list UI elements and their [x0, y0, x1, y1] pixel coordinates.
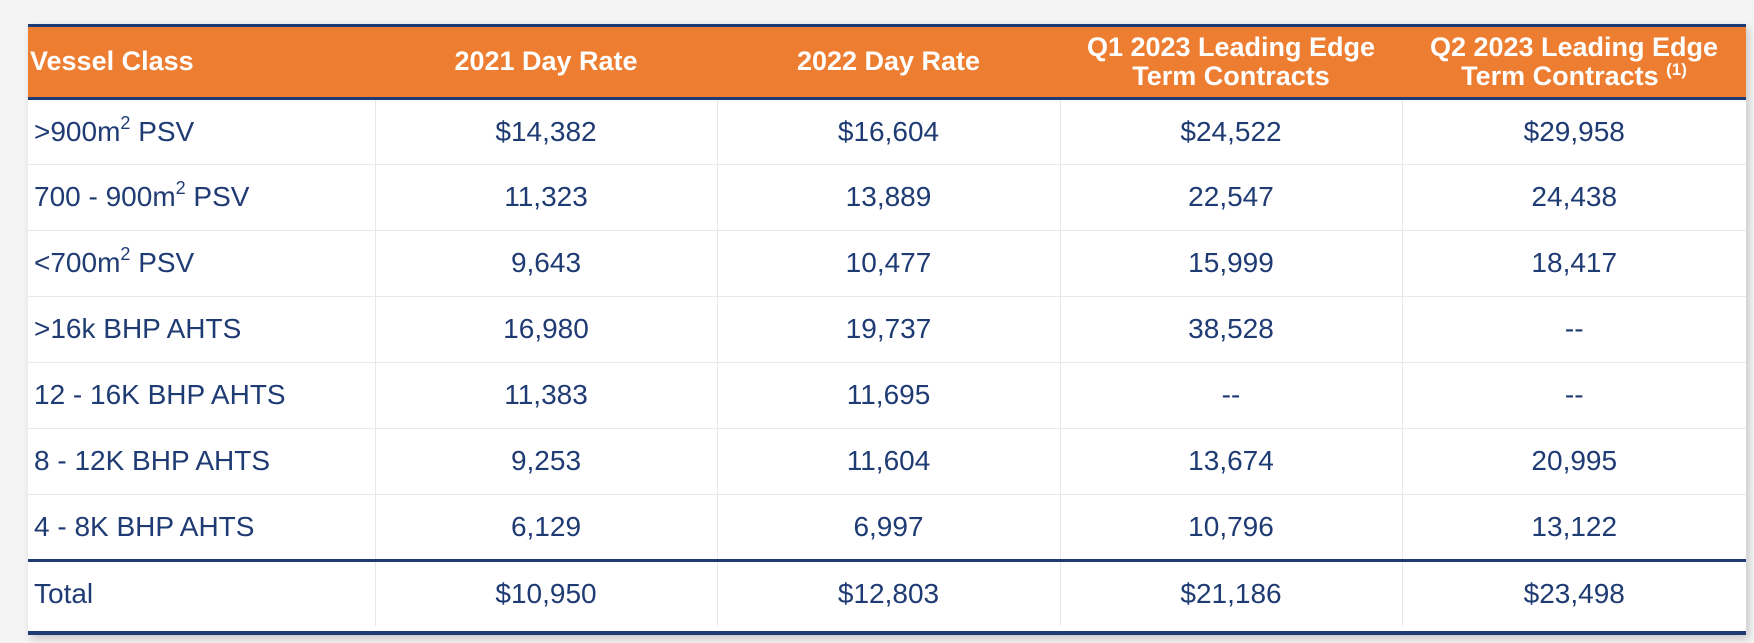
- rate-cell: 6,997: [717, 494, 1061, 561]
- superscript: 2: [175, 178, 186, 198]
- vessel-class-cell: 4 - 8K BHP AHTS: [28, 494, 376, 561]
- rate-cell: 24,438: [1402, 164, 1746, 231]
- header-2021-day-rate: 2021 Day Rate: [375, 27, 717, 100]
- vessel-class-label: 8 - 12K BHP AHTS: [34, 445, 271, 476]
- vessel-class-label: 4 - 8K BHP AHTS: [34, 510, 255, 542]
- vessel-class-cell: 700 - 900m2 PSV: [28, 164, 376, 231]
- vessel-class-suffix: PSV: [185, 181, 250, 212]
- vessel-class-label: >16k BHP AHTS: [34, 313, 242, 344]
- rate-cell: $24,522: [1060, 98, 1403, 165]
- rate-cell: 11,695: [717, 362, 1061, 429]
- vessel-class-label: >900m: [34, 115, 121, 147]
- vessel-class-cell: 8 - 12K BHP AHTS: [28, 428, 376, 495]
- rate-cell: 11,323: [375, 164, 718, 231]
- vessel-class-label: <700m: [34, 247, 121, 278]
- table-row: >900m2 PSV $14,382 $16,604 $24,522 $29,958: [28, 98, 1746, 165]
- table-row: 12 - 16K BHP AHTS 11,383 11,695 -- --: [28, 362, 1746, 429]
- vessel-class-label: 12 - 16K BHP AHTS: [34, 379, 286, 410]
- vessel-class-label: 700 - 900m: [34, 181, 176, 212]
- rate-cell: 20,995: [1402, 428, 1746, 495]
- rate-cell: --: [1402, 362, 1746, 429]
- rate-cell: 9,643: [375, 230, 718, 297]
- rate-cell: --: [1402, 296, 1746, 363]
- table-row: 8 - 12K BHP AHTS 9,253 11,604 13,674 20,995: [28, 428, 1746, 495]
- total-cell: $12,803: [717, 558, 1061, 626]
- rate-cell: 38,528: [1060, 296, 1403, 363]
- rate-cell: 10,477: [717, 230, 1061, 297]
- footnote-marker: (1): [1666, 59, 1687, 79]
- rate-cell: 16,980: [375, 296, 718, 363]
- rate-cell: 11,383: [375, 362, 718, 429]
- header-2022-day-rate: 2022 Day Rate: [717, 27, 1060, 100]
- superscript: 2: [120, 112, 131, 133]
- rate-cell: --: [1060, 362, 1403, 429]
- rate-cell: 18,417: [1402, 230, 1746, 297]
- table-row: 700 - 900m2 PSV 11,323 13,889 22,547 24,438: [28, 164, 1746, 231]
- header-q2-2023: Q2 2023 Leading Edge Term Contracts (1): [1402, 27, 1746, 100]
- total-cell: $21,186: [1060, 558, 1403, 626]
- rate-cell: $14,382: [375, 98, 718, 165]
- rate-cell: 13,122: [1402, 494, 1746, 561]
- rate-cell: 9,253: [375, 428, 718, 495]
- total-cell: $10,950: [375, 558, 718, 626]
- header-vessel-class: Vessel Class: [28, 27, 375, 100]
- rate-cell: $29,958: [1402, 98, 1746, 165]
- total-cell: $23,498: [1402, 558, 1746, 626]
- rate-cell: 13,674: [1060, 428, 1403, 495]
- rate-cell: 15,999: [1060, 230, 1403, 297]
- header-q1-2023: Q1 2023 Leading Edge Term Contracts: [1060, 27, 1402, 100]
- vessel-class-suffix: PSV: [130, 115, 195, 147]
- rate-cell: 13,889: [717, 164, 1061, 231]
- vessel-class-cell: 12 - 16K BHP AHTS: [28, 362, 376, 429]
- vessel-class-cell: <700m2 PSV: [28, 230, 376, 297]
- table-body: >900m2 PSV $14,382 $16,604 $24,522 $29,958 70…: [28, 98, 1746, 561]
- table-footer: Total $10,950 $12,803 $21,186 $23,498: [28, 558, 1746, 626]
- total-label: Total: [28, 558, 376, 626]
- day-rate-table-card: Vessel Class 2021 Day Rate 2022 Day Rate…: [28, 24, 1746, 635]
- total-row: Total $10,950 $12,803 $21,186 $23,498: [28, 558, 1746, 626]
- rate-cell: 6,129: [375, 494, 718, 561]
- rate-cell: $16,604: [717, 98, 1061, 165]
- rate-cell: 22,547: [1060, 164, 1403, 231]
- table-header: Vessel Class 2021 Day Rate 2022 Day Rate…: [28, 27, 1746, 100]
- rate-cell: 19,737: [717, 296, 1061, 363]
- table-row: >16k BHP AHTS 16,980 19,737 38,528 --: [28, 296, 1746, 363]
- vessel-class-cell: >900m2 PSV: [28, 98, 376, 165]
- superscript: 2: [120, 244, 131, 264]
- rate-cell: 11,604: [717, 428, 1061, 495]
- table-row: 4 - 8K BHP AHTS 6,129 6,997 10,796 13,122: [28, 494, 1746, 561]
- header-row: Vessel Class 2021 Day Rate 2022 Day Rate…: [28, 27, 1746, 100]
- vessel-class-suffix: PSV: [130, 247, 195, 278]
- day-rate-table: Vessel Class 2021 Day Rate 2022 Day Rate…: [28, 27, 1746, 626]
- vessel-class-cell: >16k BHP AHTS: [28, 296, 376, 363]
- table-row: <700m2 PSV 9,643 10,477 15,999 18,417: [28, 230, 1746, 297]
- rate-cell: 10,796: [1060, 494, 1403, 561]
